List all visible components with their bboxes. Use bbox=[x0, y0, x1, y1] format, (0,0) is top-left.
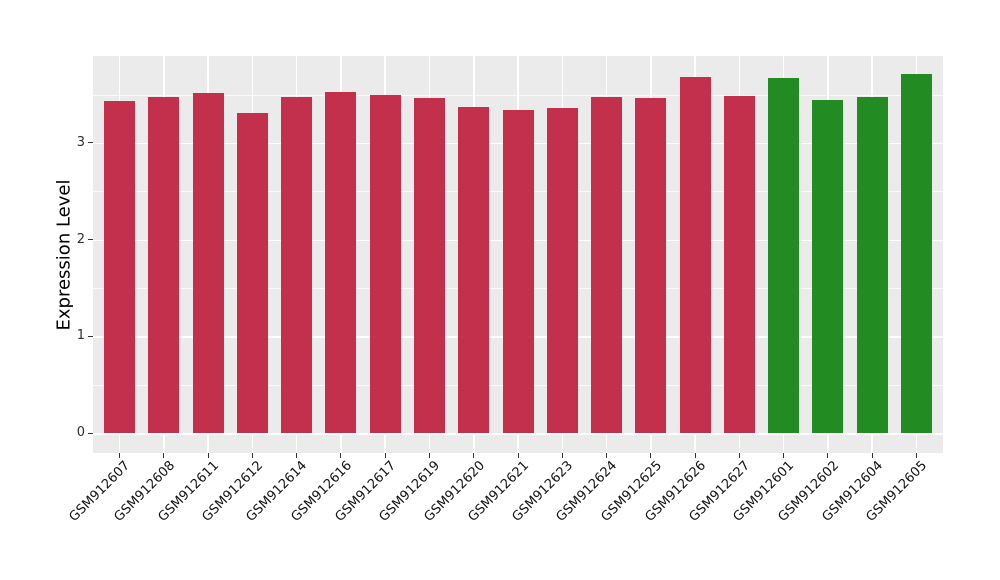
bar bbox=[325, 91, 357, 433]
bar bbox=[723, 95, 755, 433]
gridline-major bbox=[93, 433, 943, 435]
x-tick-mark bbox=[429, 453, 430, 458]
y-tick-label: 1 bbox=[76, 328, 85, 344]
x-tick-mark bbox=[871, 453, 873, 458]
x-tick-mark bbox=[694, 453, 696, 458]
x-tick-mark bbox=[650, 453, 652, 458]
bar bbox=[900, 74, 932, 433]
bar bbox=[768, 78, 800, 433]
bar bbox=[148, 96, 180, 433]
x-tick-mark bbox=[473, 453, 475, 458]
x-tick-mark bbox=[827, 453, 829, 458]
x-tick-mark bbox=[207, 453, 209, 458]
bar bbox=[812, 100, 844, 433]
x-tick-mark bbox=[296, 453, 298, 458]
bar bbox=[236, 112, 268, 433]
x-tick-mark bbox=[561, 453, 563, 458]
y-tick-label: 3 bbox=[76, 134, 85, 150]
x-tick-mark bbox=[384, 453, 386, 458]
bar bbox=[635, 97, 667, 433]
y-tick-label: 2 bbox=[76, 231, 85, 247]
bar bbox=[281, 96, 313, 433]
plot-panel bbox=[93, 56, 943, 453]
x-tick-mark bbox=[517, 453, 519, 458]
bar bbox=[104, 101, 136, 433]
bar bbox=[502, 110, 534, 433]
x-tick-mark bbox=[340, 453, 342, 458]
bar bbox=[856, 96, 888, 433]
bar bbox=[458, 107, 490, 433]
gridline-minor bbox=[93, 94, 943, 96]
y-axis-title: Expression Level bbox=[53, 179, 75, 331]
y-tick-mark bbox=[88, 335, 93, 337]
y-tick-label: 0 bbox=[76, 425, 85, 440]
y-tick-mark bbox=[88, 239, 93, 241]
bar bbox=[679, 77, 711, 433]
x-tick-mark bbox=[119, 453, 121, 458]
x-tick-mark bbox=[251, 453, 253, 458]
x-tick-mark bbox=[163, 453, 165, 458]
x-tick-mark bbox=[606, 453, 607, 458]
bar bbox=[546, 108, 578, 433]
bar bbox=[591, 96, 622, 433]
bar bbox=[369, 94, 401, 433]
x-tick-mark bbox=[738, 453, 740, 458]
bar bbox=[192, 92, 224, 433]
y-tick-mark bbox=[88, 432, 93, 434]
x-tick-mark bbox=[783, 453, 785, 458]
y-tick-mark bbox=[88, 142, 93, 144]
x-tick-mark bbox=[915, 453, 917, 458]
bar bbox=[414, 97, 445, 433]
